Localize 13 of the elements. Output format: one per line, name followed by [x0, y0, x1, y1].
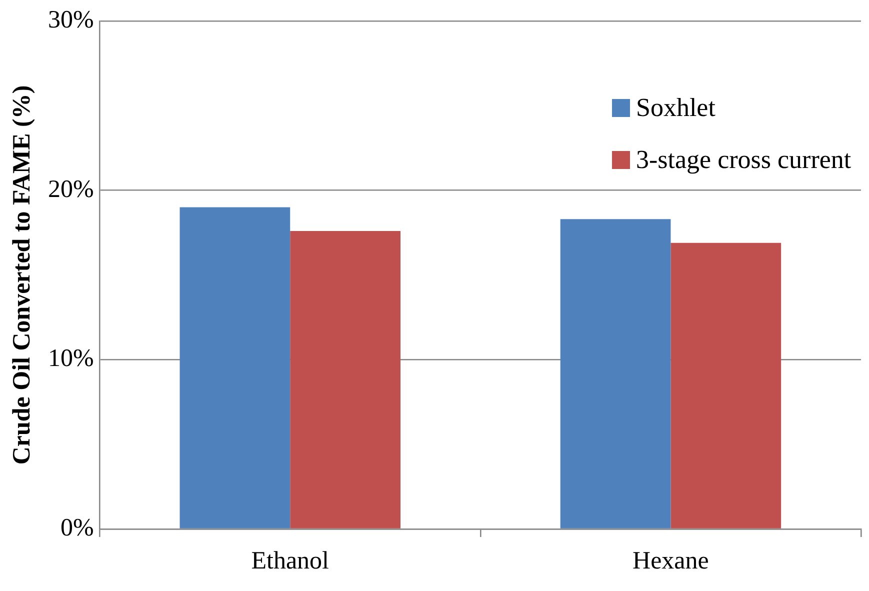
- bar: [290, 230, 400, 528]
- bar: [180, 207, 290, 528]
- y-tick-label: 10%: [48, 345, 94, 372]
- legend-label: 3-stage cross current: [636, 145, 852, 175]
- y-tick-label: 0%: [60, 514, 94, 542]
- y-axis-title: Crude Oil Converted to FAME (%): [8, 85, 36, 465]
- bar: [560, 219, 671, 528]
- bar: [670, 242, 782, 528]
- x-tick-label: Ethanol: [251, 548, 330, 575]
- y-tick-label: 30%: [48, 6, 94, 34]
- legend-label: Soxhlet: [636, 93, 716, 123]
- x-tick-label: Hexane: [632, 548, 709, 575]
- y-tick-label: 20%: [48, 176, 94, 203]
